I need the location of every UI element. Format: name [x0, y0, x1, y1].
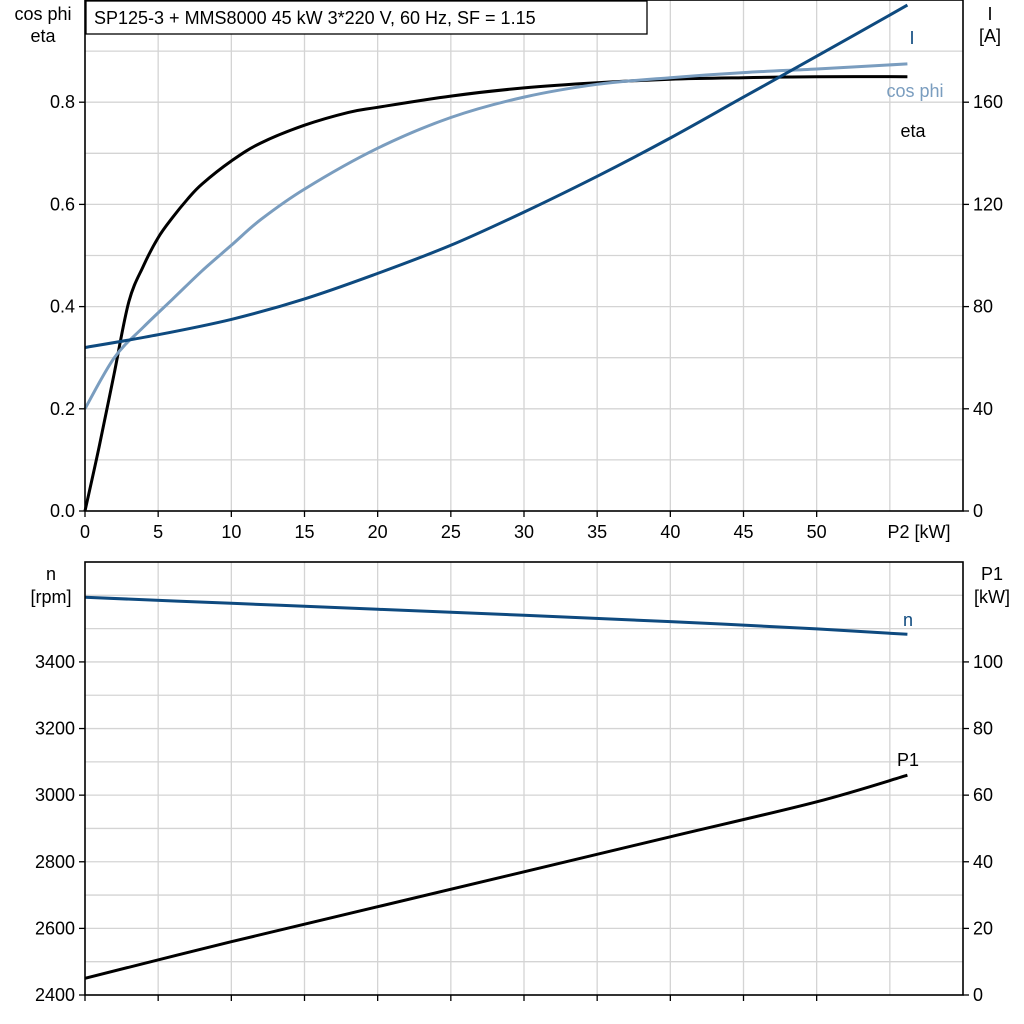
left-axis-label-eta: eta: [30, 26, 56, 46]
series-p1-label: P1: [897, 750, 919, 770]
right-tick-label: 80: [973, 719, 993, 739]
series-n-line: [84, 595, 908, 636]
x-tick-label: 10: [221, 522, 241, 542]
right-tick-label: 80: [973, 297, 993, 317]
left-tick-label: 0.8: [50, 92, 75, 112]
left-tick-label: 2600: [35, 918, 75, 938]
series-eta-line: [83, 75, 908, 512]
x-tick-label: 50: [807, 522, 827, 542]
series-i-line: [84, 3, 909, 349]
left-tick-label: 2400: [35, 985, 75, 1005]
x-tick-label: 15: [294, 522, 314, 542]
series-eta-label: eta: [900, 121, 926, 141]
left-axis-label-speed-unit: [rpm]: [30, 587, 71, 607]
x-tick-label: 35: [587, 522, 607, 542]
x-tick-label: 5: [153, 522, 163, 542]
right-tick-label: 40: [973, 852, 993, 872]
right-tick-label: 40: [973, 399, 993, 419]
right-tick-label: 120: [973, 194, 1003, 214]
right-axis-label-current-unit: [A]: [979, 26, 1001, 46]
left-tick-label: 3200: [35, 719, 75, 739]
x-tick-label: 30: [514, 522, 534, 542]
right-axis-label-p1: P1: [981, 564, 1003, 584]
right-tick-label: 100: [973, 652, 1003, 672]
chart-title-box: SP125-3 + MMS8000 45 kW 3*220 V, 60 Hz, …: [85, 0, 648, 35]
right-tick-label: 160: [973, 92, 1003, 112]
top-plot-frame: [84, 0, 964, 512]
chart-title: SP125-3 + MMS8000 45 kW 3*220 V, 60 Hz, …: [94, 8, 536, 28]
left-tick-label: 0.2: [50, 399, 75, 419]
x-tick-label: 20: [368, 522, 388, 542]
right-tick-label: 20: [973, 918, 993, 938]
x-axis-label: P2 [kW]: [887, 522, 950, 542]
left-tick-label: 0.4: [50, 297, 75, 317]
series-i-label: I: [909, 28, 914, 48]
right-tick-label: 0: [973, 501, 983, 521]
x-tick-label: 0: [80, 522, 90, 542]
right-tick-label: 60: [973, 785, 993, 805]
right-axis-label-p1-unit: [kW]: [974, 587, 1010, 607]
left-axis-label-speed: n: [46, 564, 56, 584]
series-p1-line: [84, 773, 908, 980]
x-tick-label: 25: [441, 522, 461, 542]
series-cos-phi-label: cos phi: [886, 81, 943, 101]
series-cos-phi-line: [83, 62, 908, 410]
left-axis-label-cosphi: cos phi: [14, 4, 71, 24]
x-tick-label: 45: [733, 522, 753, 542]
right-axis-label-current: I: [987, 4, 992, 24]
left-tick-label: 0.6: [50, 194, 75, 214]
left-tick-label: 0.0: [50, 501, 75, 521]
bottom-chart-panel: n P1 2400 2600 2800 3000 3200 3400 0 20 40 60 80 100…: [30, 561, 1010, 1005]
series-n-label: n: [903, 610, 913, 630]
left-tick-label: 3400: [35, 652, 75, 672]
bottom-plot-frame: [84, 561, 964, 996]
right-tick-label: 0: [973, 985, 983, 1005]
left-tick-label: 2800: [35, 852, 75, 872]
left-tick-label: 3000: [35, 785, 75, 805]
x-tick-label: 40: [660, 522, 680, 542]
